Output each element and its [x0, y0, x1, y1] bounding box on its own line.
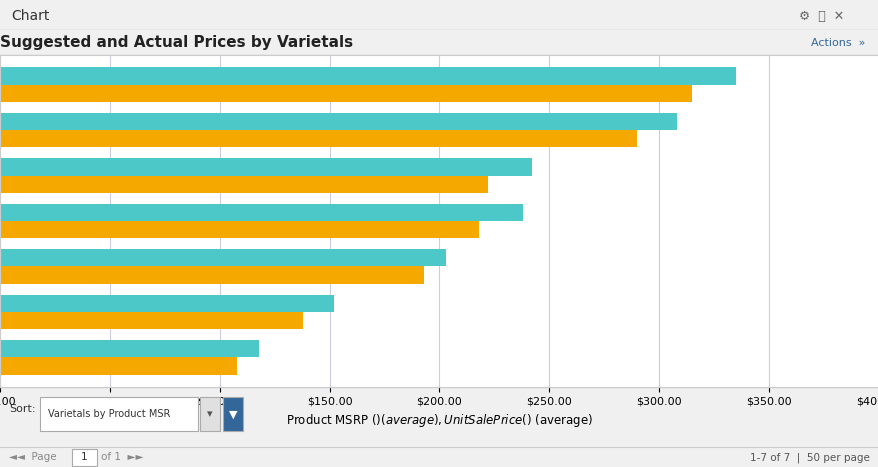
Text: Varietals by Product MSR: Varietals by Product MSR: [48, 409, 170, 419]
Text: ▾: ▾: [207, 409, 212, 419]
Text: of 1  ►►: of 1 ►►: [101, 453, 143, 462]
Bar: [0, 176, 487, 193]
Bar: [0, 67, 736, 85]
Text: Actions  »: Actions »: [810, 37, 865, 48]
X-axis label: Product MSRP ($) (average), Unit Sale Price ($) (average): Product MSRP ($) (average), Unit Sale Pr…: [285, 412, 593, 429]
Bar: [0, 204, 522, 221]
Text: Sort:: Sort:: [9, 404, 35, 414]
Bar: [0, 113, 676, 130]
Bar: [0, 221, 479, 238]
FancyBboxPatch shape: [40, 397, 198, 431]
Bar: [0, 312, 303, 329]
FancyBboxPatch shape: [223, 397, 242, 431]
Bar: [0, 295, 334, 312]
Bar: [0, 130, 637, 147]
Text: Chart: Chart: [11, 9, 50, 23]
Text: 1-7 of 7  |  50 per page: 1-7 of 7 | 50 per page: [750, 452, 869, 463]
Text: 1: 1: [81, 453, 88, 462]
Bar: [0, 357, 237, 375]
Text: Suggested and Actual Prices by Varietals: Suggested and Actual Prices by Varietals: [0, 35, 353, 50]
FancyBboxPatch shape: [200, 397, 220, 431]
Text: ◄◄  Page: ◄◄ Page: [9, 453, 56, 462]
Bar: [0, 85, 692, 102]
Text: ▼: ▼: [228, 409, 237, 419]
Bar: [0, 249, 446, 267]
Bar: [0, 340, 259, 357]
Text: ⚙  ⛶  ✕: ⚙ ⛶ ✕: [798, 10, 843, 23]
Bar: [0, 158, 531, 176]
Bar: [0, 267, 423, 284]
FancyBboxPatch shape: [72, 449, 97, 466]
